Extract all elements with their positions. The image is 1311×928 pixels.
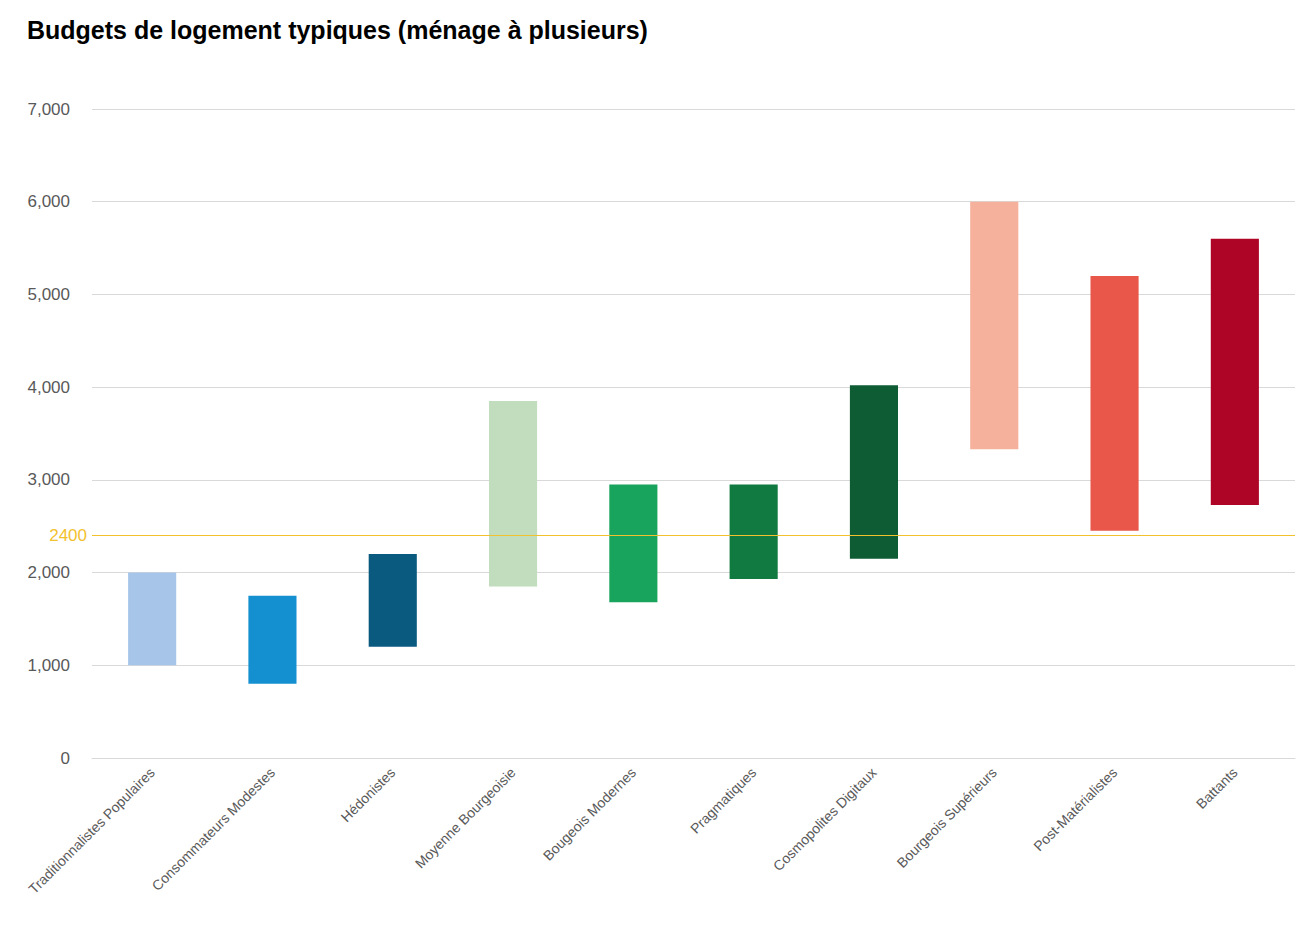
svg-text:6,000: 6,000 xyxy=(27,192,70,211)
svg-text:Consommateurs Modestes: Consommateurs Modestes xyxy=(149,764,278,893)
svg-text:7,000: 7,000 xyxy=(27,100,70,119)
svg-text:3,000: 3,000 xyxy=(27,470,70,489)
svg-text:0: 0 xyxy=(61,749,70,768)
svg-text:Budgets de logement typiques (: Budgets de logement typiques (ménage à p… xyxy=(27,16,648,44)
svg-text:2400: 2400 xyxy=(49,526,87,545)
svg-text:Post-Matérialistes: Post-Matérialistes xyxy=(1030,764,1120,854)
svg-text:5,000: 5,000 xyxy=(27,285,70,304)
svg-text:Bourgeois Supérieurs: Bourgeois Supérieurs xyxy=(893,764,999,870)
svg-text:Battants: Battants xyxy=(1193,764,1241,812)
svg-text:2,000: 2,000 xyxy=(27,563,70,582)
svg-text:Traditionnalistes Populaires: Traditionnalistes Populaires xyxy=(25,764,157,896)
svg-text:Hédonistes: Hédonistes xyxy=(338,764,399,825)
svg-text:Cosmopolites Digitaux: Cosmopolites Digitaux xyxy=(770,764,880,874)
svg-text:Bougeois Modernes: Bougeois Modernes xyxy=(540,764,639,863)
svg-text:Pragmatiques: Pragmatiques xyxy=(687,764,759,836)
svg-text:1,000: 1,000 xyxy=(27,656,70,675)
svg-text:Moyenne Bourgeoisie: Moyenne Bourgeoisie xyxy=(412,764,519,871)
svg-text:4,000: 4,000 xyxy=(27,378,70,397)
